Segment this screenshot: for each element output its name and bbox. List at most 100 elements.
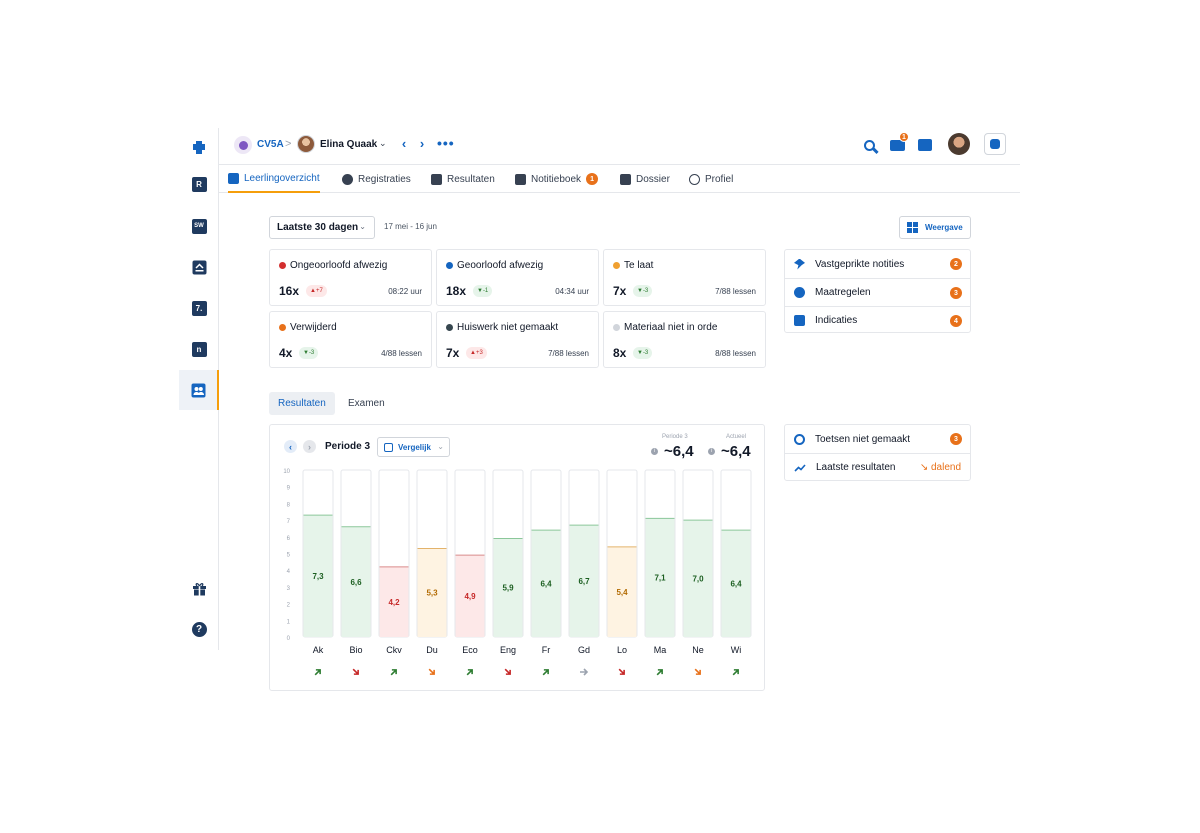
trend-arrow-path bbox=[390, 669, 397, 676]
tab-dossier[interactable]: Dossier bbox=[620, 165, 670, 193]
trend-arrow-path bbox=[352, 668, 359, 675]
trend-arrow-path bbox=[694, 668, 701, 675]
stat-count: 18x bbox=[446, 284, 467, 298]
stat-card[interactable]: Huiswerk niet gemaakt 7x ▲+3 7/88 lessen bbox=[436, 311, 599, 368]
rail-item-notebook[interactable]: n bbox=[179, 329, 219, 369]
student-dropdown-icon[interactable]: ⌄ bbox=[379, 138, 387, 148]
latest-results-item[interactable]: Laatste resultaten ↘ dalend bbox=[785, 453, 970, 481]
messages-button[interactable] bbox=[916, 136, 934, 154]
stat-card[interactable]: Geoorloofd afwezig 18x ▼-1 04:34 uur bbox=[436, 249, 599, 306]
layers-icon bbox=[228, 172, 239, 184]
stat-label: Materiaal niet in orde bbox=[624, 322, 718, 333]
pinned-notes-item[interactable]: Vastgeprikte notities 2 bbox=[785, 250, 970, 278]
stat-card[interactable]: Ongeoorloofd afwezig 16x ▲+7 08:22 uur bbox=[269, 249, 432, 306]
search-button[interactable] bbox=[860, 136, 878, 154]
tab-profiel[interactable]: Profiel bbox=[689, 165, 733, 193]
missed-tests-item[interactable]: Toetsen niet gemaakt 3 bbox=[785, 425, 970, 453]
compare-label: Vergelijk bbox=[398, 443, 431, 452]
trend-arrow-path bbox=[542, 669, 549, 676]
student-name[interactable]: Elina Quaak bbox=[320, 139, 378, 150]
search-icon bbox=[863, 139, 875, 151]
trend-icon bbox=[794, 463, 806, 472]
tab-registraties[interactable]: Registraties bbox=[342, 165, 411, 193]
bar-value-label: 5,9 bbox=[502, 584, 514, 593]
stat-card[interactable]: Te laat 7x ▼-3 7/88 lessen bbox=[603, 249, 766, 306]
view-button-label: Weergave bbox=[925, 223, 963, 232]
results-side-panel: Toetsen niet gemaakt 3 Laatste resultate… bbox=[784, 424, 971, 481]
grade-icon bbox=[431, 173, 442, 185]
next-period-button[interactable]: › bbox=[303, 440, 316, 453]
side-item-label: Indicaties bbox=[815, 315, 858, 326]
period-select[interactable]: Laatste 30 dagen ⌄ bbox=[269, 216, 375, 239]
period-title: Periode 3 bbox=[325, 441, 371, 452]
rail-item-r[interactable]: R bbox=[179, 164, 219, 204]
stat-count: 8x bbox=[613, 346, 627, 360]
stat-delta-badge: ▼-1 bbox=[473, 285, 493, 297]
measures-item[interactable]: Maatregelen 3 bbox=[785, 278, 970, 306]
class-breadcrumb[interactable]: CV5A bbox=[257, 139, 284, 150]
breadcrumb-separator: > bbox=[285, 138, 292, 150]
trend-arrow-path bbox=[618, 668, 625, 675]
rail-item-tray[interactable] bbox=[179, 247, 219, 287]
view-button[interactable]: Weergave bbox=[899, 216, 971, 239]
puzzle-icon bbox=[990, 139, 1000, 149]
x-tick-label: Ne bbox=[692, 645, 704, 655]
main-tabs: Leerlingoverzicht Registraties Resultate… bbox=[219, 164, 1020, 193]
side-item-label: Toetsen niet gemaakt bbox=[815, 433, 911, 445]
bar bbox=[417, 548, 447, 637]
tab-examen[interactable]: Examen bbox=[339, 392, 394, 415]
rail-item-gift[interactable] bbox=[179, 568, 219, 608]
trend-arrow-icon bbox=[428, 668, 435, 675]
rail-item-students[interactable] bbox=[179, 370, 219, 410]
chat-icon bbox=[918, 139, 932, 151]
x-tick-label: Du bbox=[426, 645, 438, 655]
class-group-icon bbox=[234, 136, 252, 154]
previous-period-button[interactable]: ‹ bbox=[284, 440, 297, 453]
stat-delta-badge: ▼-3 bbox=[299, 347, 319, 359]
x-tick-label: Lo bbox=[617, 645, 627, 655]
indications-item[interactable]: Indicaties 4 bbox=[785, 306, 970, 334]
stat-meta: 7/88 lessen bbox=[548, 349, 589, 358]
tab-resultaten-sub[interactable]: Resultaten bbox=[269, 392, 335, 415]
stat-meta: 08:22 uur bbox=[388, 287, 422, 296]
next-student-button[interactable]: › bbox=[419, 136, 425, 151]
mail-badge: 1 bbox=[899, 132, 909, 142]
tab-notitieboek[interactable]: Notitieboek 1 bbox=[515, 165, 599, 193]
user-avatar[interactable] bbox=[948, 133, 970, 155]
stat-card[interactable]: Materiaal niet in orde 8x ▼-3 8/88 lessen bbox=[603, 311, 766, 368]
status-dot bbox=[613, 324, 620, 331]
info-icon[interactable]: i bbox=[708, 448, 715, 455]
stat-count: 16x bbox=[279, 284, 300, 298]
info-icon[interactable]: i bbox=[651, 448, 658, 455]
rail-logo-button[interactable] bbox=[179, 128, 219, 168]
y-tick-label: 9 bbox=[287, 486, 291, 492]
stat-count: 7x bbox=[446, 346, 460, 360]
rail-item-grades[interactable]: 7. bbox=[179, 288, 219, 328]
bar-value-label: 4,2 bbox=[388, 598, 400, 607]
bar bbox=[455, 555, 485, 637]
stat-card[interactable]: Verwijderd 4x ▼-3 4/88 lessen bbox=[269, 311, 432, 368]
app-switcher-button[interactable] bbox=[984, 133, 1006, 155]
bar-value-label: 5,3 bbox=[426, 589, 438, 598]
tab-leerlingoverzicht[interactable]: Leerlingoverzicht bbox=[228, 165, 320, 193]
alert-icon bbox=[794, 287, 805, 298]
previous-student-button[interactable]: ‹ bbox=[401, 136, 407, 151]
rail-item-help[interactable]: ? bbox=[179, 609, 219, 649]
clock-icon bbox=[794, 433, 805, 445]
side-item-badge: 3 bbox=[950, 287, 962, 299]
side-item-badge: 3 bbox=[950, 433, 962, 445]
trend-arrow-icon bbox=[314, 669, 321, 676]
status-dot bbox=[446, 324, 453, 331]
stat-count: 4x bbox=[279, 346, 293, 360]
trend-arrow-path bbox=[314, 669, 321, 676]
bar bbox=[569, 525, 599, 637]
tab-resultaten[interactable]: Resultaten bbox=[431, 165, 495, 193]
rail-item-sw[interactable]: SW bbox=[179, 206, 219, 246]
period-average-value: ~6,4 bbox=[664, 443, 694, 460]
grade-icon: 7. bbox=[191, 300, 207, 316]
more-options-button[interactable]: ••• bbox=[437, 135, 455, 151]
mail-button[interactable]: 1 bbox=[888, 132, 909, 154]
compare-dropdown[interactable]: Vergelijk ⌄ bbox=[377, 437, 450, 457]
trend-arrow-path bbox=[428, 668, 435, 675]
tab-label: Resultaten bbox=[447, 173, 495, 185]
